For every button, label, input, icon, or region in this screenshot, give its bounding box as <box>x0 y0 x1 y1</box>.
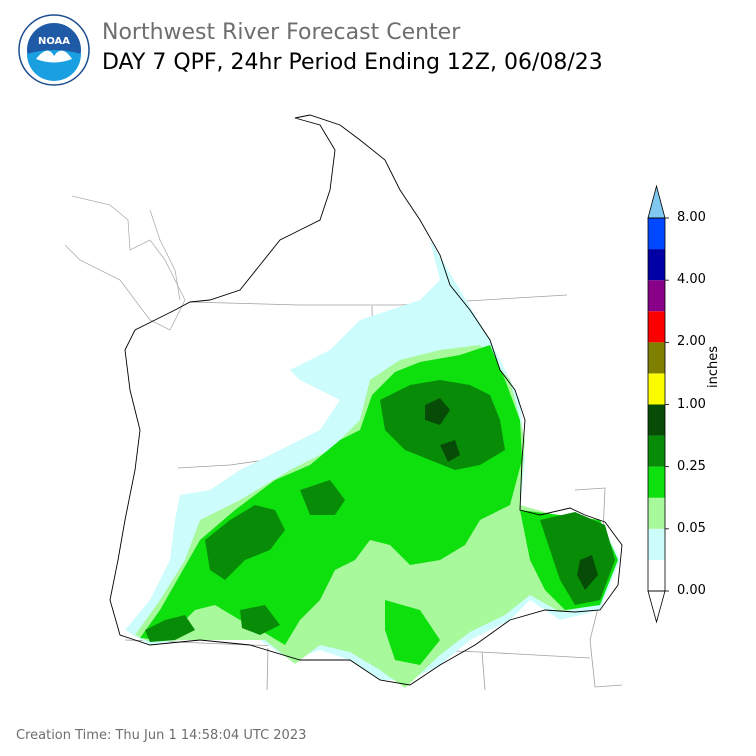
colorbar-segment <box>648 311 665 343</box>
colorbar-segment <box>648 404 665 436</box>
precip-dark-green <box>425 398 450 425</box>
colorbar-segment <box>648 497 665 529</box>
colorbar-tick-label: 1.00 <box>677 396 706 412</box>
basin-outline <box>109 114 623 686</box>
colorbar-tick-label: 0.00 <box>677 583 706 598</box>
colorbar-bottom-arrow <box>647 590 666 624</box>
colorbar-segment <box>648 373 665 405</box>
colorbar-tick-label: 2.00 <box>677 334 706 350</box>
colorbar-segment <box>648 435 665 467</box>
colorbar-tick-label: 8.00 <box>677 210 706 225</box>
precip-shading <box>125 240 620 688</box>
colorbar-segment <box>648 559 665 591</box>
colorbar <box>647 184 669 624</box>
colorbar-segment <box>648 218 665 250</box>
colorbar-segment <box>648 249 665 281</box>
colorbar-top-arrow <box>647 184 666 219</box>
noaa-logo-text: NOAA <box>38 36 70 47</box>
qpf-map <box>64 114 623 691</box>
page-subtitle: DAY 7 QPF, 24hr Period Ending 12Z, 06/08… <box>102 50 603 75</box>
page-title: Northwest River Forecast Center <box>102 20 461 45</box>
precip-mid-green <box>380 380 505 470</box>
colorbar-segment <box>648 342 665 374</box>
noaa-logo-icon: NOAA <box>18 14 90 86</box>
colorbar-tick-label: 4.00 <box>677 272 706 288</box>
colorbar-tick-label: 0.25 <box>677 458 706 474</box>
creation-time: Creation Time: Thu Jun 1 14:58:04 UTC 20… <box>16 728 307 743</box>
colorbar-segment <box>648 528 665 560</box>
colorbar-unit-label: inches <box>706 345 721 388</box>
coastline <box>64 195 186 331</box>
colorbar-segment <box>648 280 665 312</box>
colorbar-segment <box>648 466 665 498</box>
colorbar-tick-label: 0.05 <box>677 520 706 536</box>
